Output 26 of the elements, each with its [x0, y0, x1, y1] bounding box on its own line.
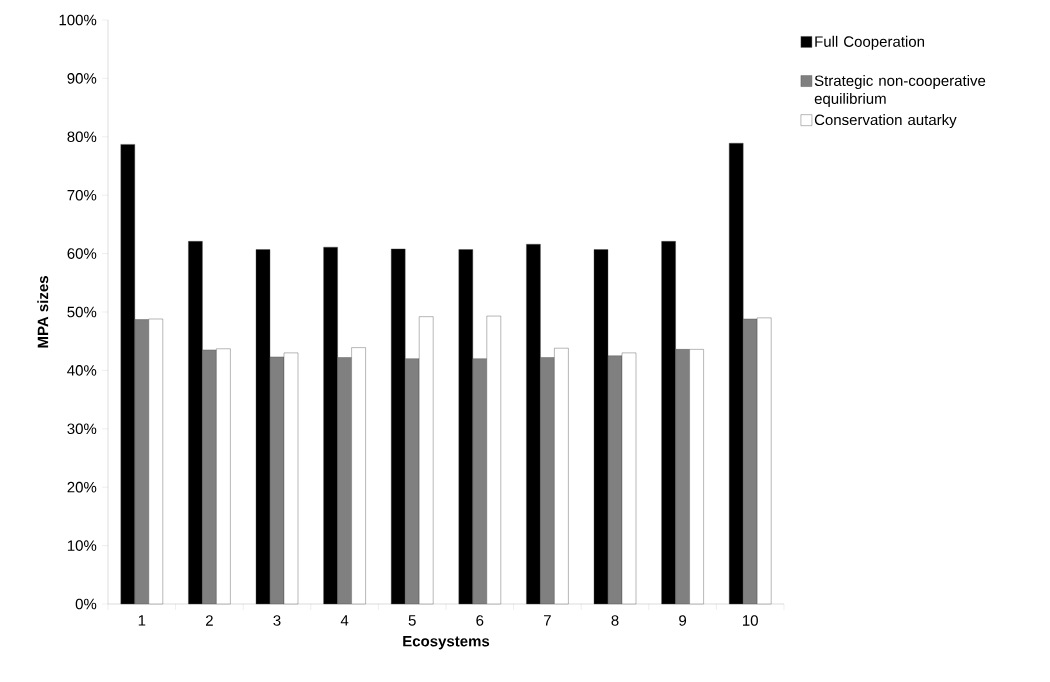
y-tick-label: 10%: [67, 540, 97, 551]
legend-label: Conservation autarky: [814, 114, 957, 129]
x-tick-label: 7: [544, 615, 551, 626]
y-axis-title: MPA sizes: [37, 276, 49, 348]
x-tick-label: 4: [340, 615, 349, 626]
y-tick-label: 90%: [67, 73, 97, 84]
y-tick-label: 30%: [67, 423, 97, 435]
x-axis-title: Ecosystems: [403, 636, 490, 650]
x-tick-label: 9: [679, 615, 687, 626]
y-tick-label: 60%: [67, 248, 97, 259]
y-tick-label: 40%: [67, 365, 97, 376]
x-tick-label: 2: [205, 615, 213, 626]
x-tick-label: 10: [743, 615, 758, 626]
legend-label: Strategic non-cooperative equilibrium: [814, 74, 986, 107]
y-tick-label: 20%: [67, 481, 97, 493]
x-tick-label: 6: [476, 615, 484, 626]
y-tick-label: 50%: [67, 306, 97, 318]
x-tick-label: 1: [138, 615, 146, 626]
y-tick-label: 100%: [59, 14, 97, 26]
legend-label: Full Cooperation: [815, 35, 925, 50]
x-tick-label: 5: [408, 615, 416, 626]
y-tick-label: 80%: [67, 131, 97, 143]
x-tick-label: 3: [273, 615, 281, 626]
x-tick-label: 8: [611, 615, 619, 626]
y-tick-label: 0%: [75, 598, 97, 610]
y-tick-label: 70%: [67, 189, 97, 201]
